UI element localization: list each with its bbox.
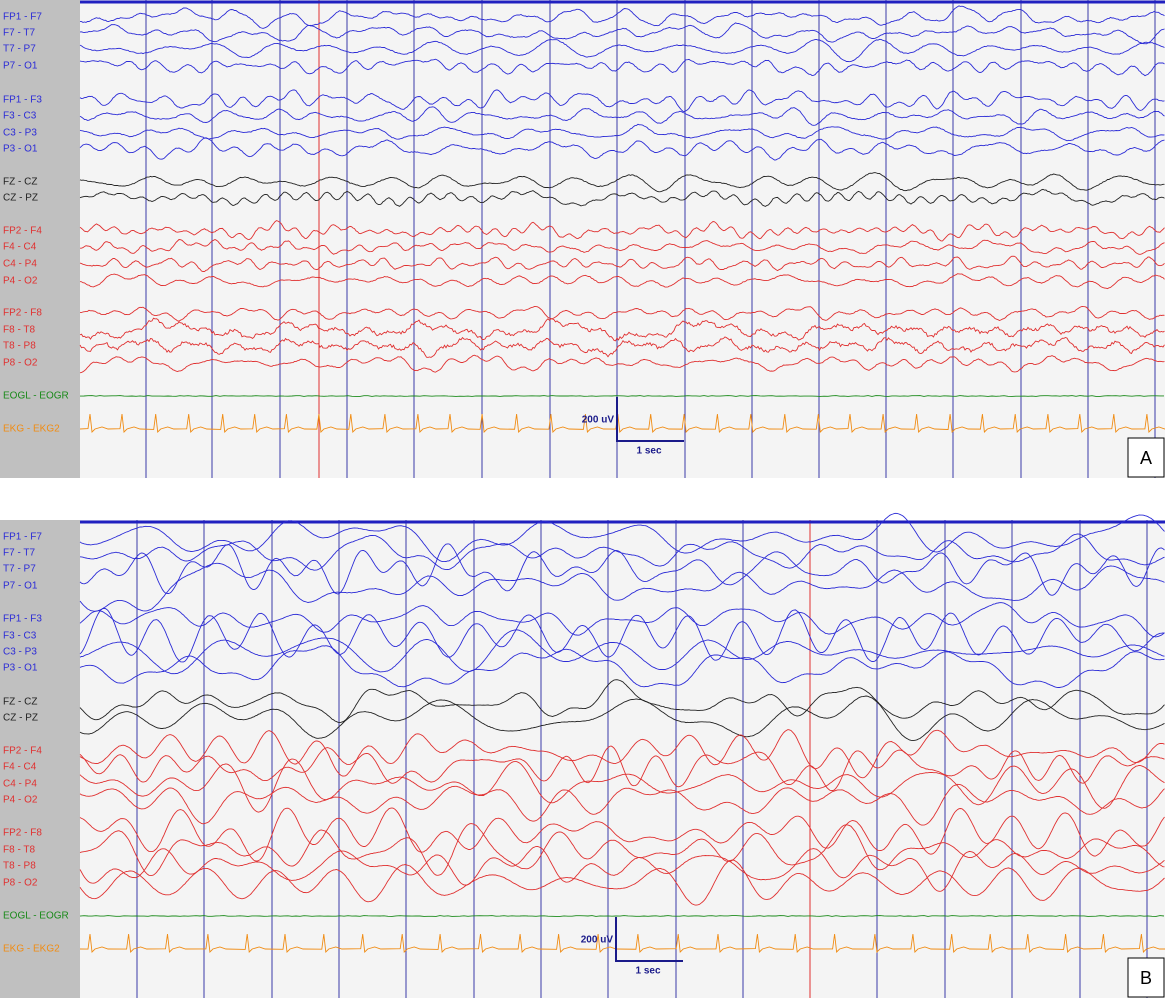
eeg-trace	[79, 22, 1165, 45]
eeg-trace	[80, 238, 1165, 255]
eeg-trace	[79, 695, 1165, 742]
eeg-trace	[79, 123, 1165, 142]
eeg-trace	[79, 336, 1165, 358]
channel-label: FZ - CZ	[3, 697, 37, 708]
eeg-trace	[79, 58, 1165, 77]
channel-label: F3 - C3	[3, 631, 37, 642]
channel-label: T7 - P7	[3, 564, 36, 575]
channel-label: CZ - PZ	[3, 713, 38, 724]
eeg-trace	[79, 188, 1165, 207]
channel-label: F8 - T8	[3, 845, 35, 856]
eeg-trace	[79, 354, 1165, 374]
scale-bar	[616, 397, 684, 442]
channel-label: CZ - PZ	[3, 193, 38, 204]
eeg-trace	[79, 220, 1165, 242]
channel-label: C3 - P3	[3, 128, 37, 139]
eeg-trace	[79, 629, 1165, 675]
eeg-trace	[79, 758, 1165, 813]
eeg-trace	[79, 645, 1165, 688]
channel-label: F8 - T8	[3, 325, 35, 336]
eeg-trace	[79, 729, 1165, 779]
eeg-trace	[79, 317, 1165, 342]
eeg-trace	[79, 543, 1165, 596]
eeg-panel: FP1 - F7 F7 - T7 T7 - P7 P7 - O1 FP1 - F3 F3 …	[0, 512, 1165, 998]
channel-label: C4 - P4	[3, 259, 37, 270]
eeg-trace	[79, 607, 1165, 663]
channel-label: P4 - O2	[3, 276, 38, 287]
eeg-trace	[79, 859, 1165, 906]
channel-label: FZ - CZ	[3, 177, 37, 188]
eeg-trace	[79, 38, 1165, 63]
channel-label: FP2 - F8	[3, 308, 42, 319]
panel-label-box	[1127, 957, 1165, 998]
scale-bar	[615, 917, 683, 962]
eeg-trace	[79, 915, 1165, 917]
channel-label: EKG - EKG2	[3, 424, 60, 435]
time-scale-label: 1 sec	[636, 446, 661, 457]
trace-area	[80, 0, 1165, 478]
channel-label: T7 - P7	[3, 44, 36, 55]
channel-label: P7 - O1	[3, 581, 38, 592]
eeg-trace	[79, 533, 1165, 571]
amplitude-scale-label: 200 uV	[582, 415, 615, 426]
eeg-trace	[79, 255, 1165, 273]
channel-label: P7 - O1	[3, 61, 38, 72]
eeg-trace	[80, 305, 1165, 322]
channel-label: F7 - T7	[3, 28, 35, 39]
channel-label: C4 - P4	[3, 779, 37, 790]
eeg-trace	[79, 745, 1165, 792]
channel-label: P3 - O1	[3, 144, 38, 155]
channel-label: P3 - O1	[3, 663, 38, 674]
eeg-trace	[79, 602, 1165, 638]
eeg-trace	[79, 172, 1165, 193]
channel-label: EOGL - EOGR	[3, 911, 69, 922]
time-scale-label: 1 sec	[635, 966, 660, 977]
channel-label: F4 - C4	[3, 762, 37, 773]
channel-label: FP2 - F4	[3, 746, 42, 757]
channel-label: EKG - EKG2	[3, 944, 60, 955]
channel-label: FP2 - F8	[3, 828, 42, 839]
eeg-trace	[79, 89, 1165, 112]
channel-label-column	[0, 520, 80, 998]
panel-label: A	[1140, 448, 1152, 468]
channel-label: P8 - O2	[3, 878, 38, 889]
eeg-trace	[79, 395, 1164, 397]
eeg-trace	[79, 933, 1165, 953]
eeg-trace	[79, 137, 1165, 161]
channel-label: F7 - T7	[3, 548, 35, 559]
eeg-trace	[79, 413, 1166, 433]
amplitude-scale-label: 200 uV	[581, 935, 614, 946]
channel-label: FP1 - F7	[3, 532, 42, 543]
panel-label: B	[1140, 968, 1152, 988]
channel-label: P8 - O2	[3, 358, 38, 369]
eeg-trace	[79, 562, 1165, 612]
channel-label: EOGL - EOGR	[3, 391, 69, 402]
eeg-trace	[79, 783, 1165, 826]
channel-label: F4 - C4	[3, 242, 37, 253]
eeg-trace	[79, 807, 1165, 862]
panel-label-box	[1127, 437, 1165, 478]
channel-label-column	[0, 0, 80, 478]
channel-label: C3 - P3	[3, 647, 37, 658]
eeg-trace	[79, 5, 1165, 29]
channel-label: FP1 - F7	[3, 12, 42, 23]
eeg-trace	[79, 845, 1165, 892]
channel-label: T8 - P8	[3, 861, 36, 872]
eeg-trace	[79, 512, 1165, 563]
channel-label: FP1 - F3	[3, 614, 42, 625]
channel-label: T8 - P8	[3, 341, 36, 352]
channel-label: FP2 - F4	[3, 226, 42, 237]
channel-label: F3 - C3	[3, 111, 37, 122]
eeg-trace	[79, 273, 1165, 290]
eeg-trace	[79, 679, 1165, 724]
channel-label: FP1 - F3	[3, 95, 42, 106]
channel-label: P4 - O2	[3, 795, 38, 806]
eeg-trace	[79, 823, 1165, 876]
eeg-trace	[79, 106, 1165, 126]
eeg-panel: FP1 - F7 F7 - T7 T7 - P7 P7 - O1 FP1 - F3 F3 …	[0, 0, 1166, 478]
